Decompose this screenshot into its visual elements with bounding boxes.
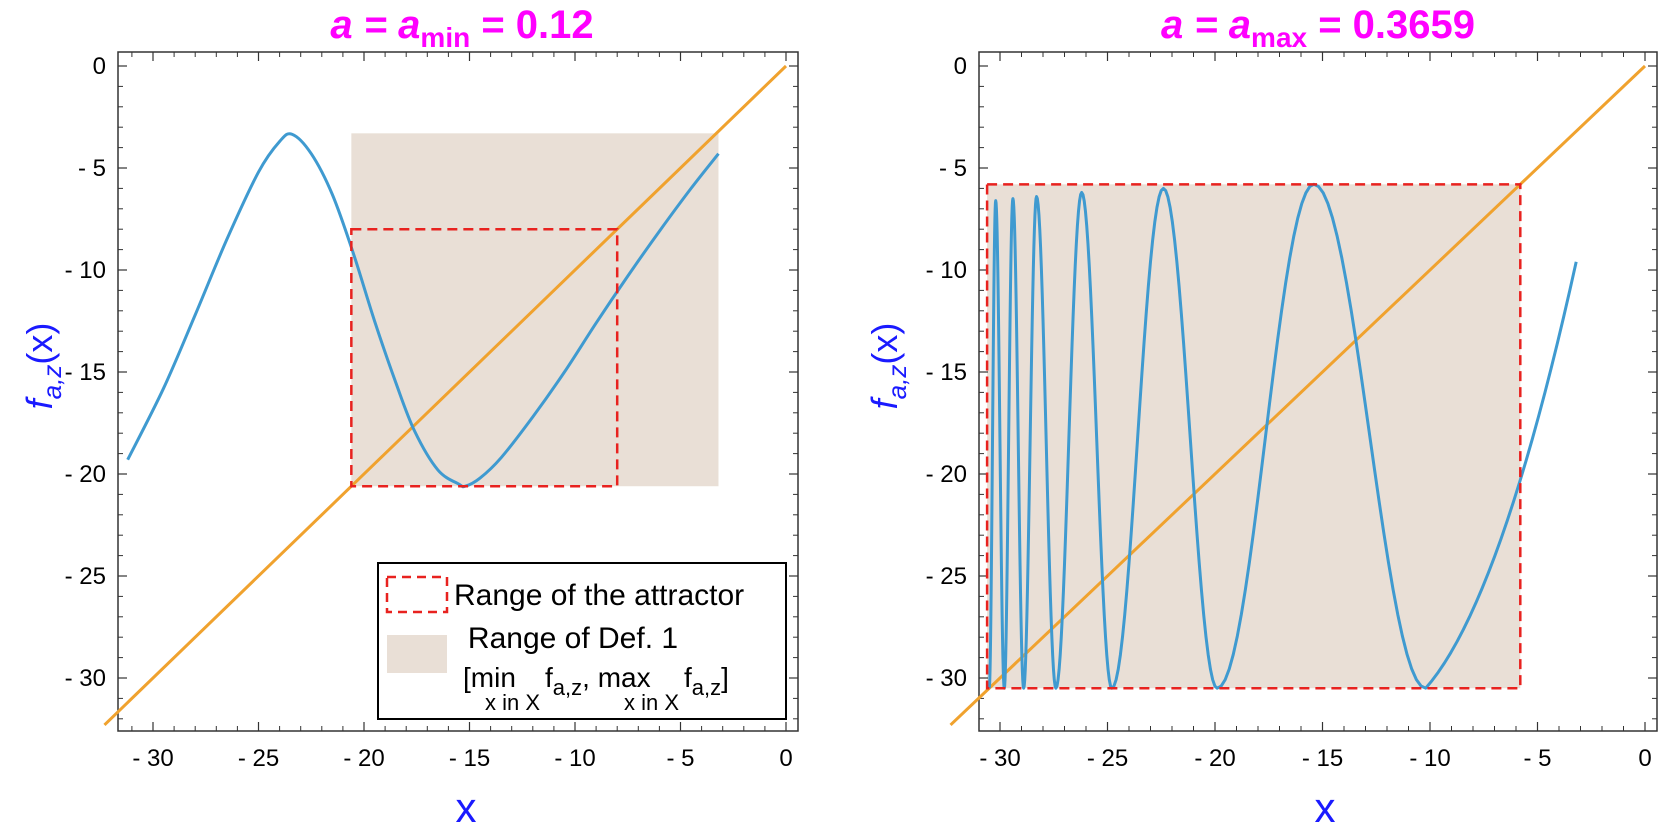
y-tick-label: - 15 [65,359,106,386]
legend: Range of the attractor Range of Def. 1 [… [377,562,787,720]
plot-area-left: - 30 - 25 - 20 - 15 - 10 - 5 0 0 - 5 - 10 - 15 - 20… [65,51,799,772]
attractor-box [350,227,619,488]
y-tick-label: - 25 [926,563,967,590]
formula-f2: fa,z] [684,662,729,700]
title-right: a = amax = 0.3659 [1161,3,1475,53]
diagonal-line [103,64,788,726]
y-tick-label: - 20 [926,461,967,488]
x-tick-label: 0 [1638,745,1651,772]
formula-min: min [471,662,516,693]
y-tick-label: - 10 [65,257,106,284]
formula-sub1: x in X [485,690,540,715]
y-tick-label: - 30 [926,665,967,692]
formula-open: [ [463,662,471,693]
ylabel-left: fa,z(x) [19,323,67,410]
legend-swatch-def [387,635,447,673]
formula-f2-f: f [684,662,692,693]
plot-frame [978,51,1658,732]
x-tick-label: - 10 [1409,745,1450,772]
x-tick-label: - 30 [979,745,1020,772]
x-tick-label: 0 [779,745,792,772]
attractor-box [985,183,1522,690]
ylabel-right: fa,z(x) [864,323,912,410]
title-right-base: a = a [1161,3,1251,47]
title-right-sub: max [1251,22,1307,53]
panel-right: a = amax = 0.3659 - 30- 25- 20- 15- 10- … [864,3,1658,831]
formula-f1-sub: a,z [553,675,582,700]
xlabel-right: x [1315,784,1336,831]
x-tick-label: - 25 [238,745,279,772]
y-tick-label: 0 [93,53,106,80]
y-tick-label: - 5 [939,155,967,182]
x-tick-label: - 5 [1523,745,1551,772]
x-tick-label: - 25 [1087,745,1128,772]
function-curve [987,182,1578,690]
diagonal-line [949,64,1647,727]
title-left-base: a = a [330,3,420,47]
y-tick-label: - 15 [926,359,967,386]
x-tick-label: - 5 [666,745,694,772]
function-curve [126,132,720,489]
title-right-tail: = 0.3659 [1307,3,1475,47]
formula-sub2: x in X [624,690,679,715]
ylabel-right-arg: (x) [864,323,905,365]
ylabel-right-sub: a,z [882,365,912,400]
formula-comma: , [582,662,598,693]
formula-max: max [598,662,651,693]
title-left-sub: min [420,22,470,53]
legend-swatch-attractor [385,575,449,614]
y-tick-label: - 10 [926,257,967,284]
title-left-tail: = 0.12 [470,3,593,47]
plot-area-right: - 30 - 25 - 20 - 15 - 10 - 5 0 0 - 5 - 10 - 15 - 20… [926,51,1658,772]
y-tick-label: - 30 [65,665,106,692]
x-tick-label: - 10 [554,745,595,772]
title-left: a = amin = 0.12 [330,3,593,53]
x-tick-label: - 15 [449,745,490,772]
legend-label-attractor: Range of the attractor [454,579,744,612]
x-tick-label: - 15 [1302,745,1343,772]
y-tick-label: 0 [954,53,967,80]
x-tick-label: - 20 [1194,745,1235,772]
legend-formula-def: [min [463,662,516,693]
formula-f2-sub: a,z [692,675,721,700]
y-tick-label: - 25 [65,563,106,590]
y-tick-label: - 20 [65,461,106,488]
legend-frame [377,562,787,720]
formula-f1-f: f [545,662,553,693]
formula-f1: fa,z, max [545,662,651,700]
ylabel-left-arg: (x) [19,323,60,365]
ylabel-left-sub: a,z [37,365,67,400]
x-tick-label: - 30 [132,745,173,772]
xlabel-left: x [456,784,477,831]
y-tick-label: - 5 [78,155,106,182]
formula-close: ] [721,662,729,693]
plot-frame [117,51,799,732]
legend-label-def: Range of Def. 1 [468,622,678,655]
x-tick-label: - 20 [343,745,384,772]
